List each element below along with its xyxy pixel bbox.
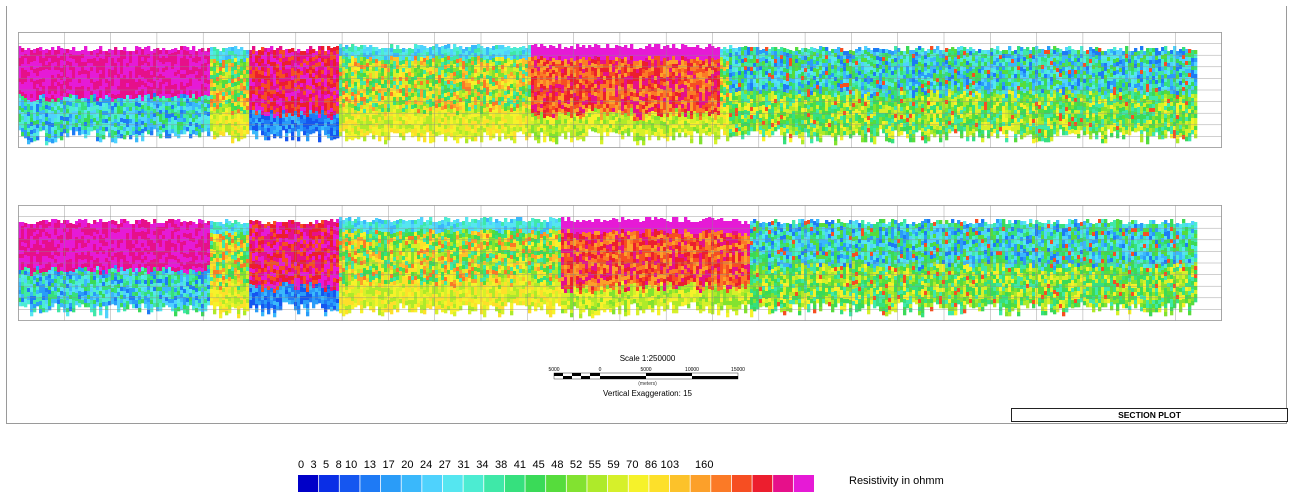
legend-swatch — [690, 475, 712, 492]
legend-swatch — [772, 475, 794, 492]
legend-swatch — [339, 475, 361, 492]
legend-swatch — [483, 475, 505, 492]
scale-bar: Scale 1:250000 5000 0 5000 10000 15000 (… — [540, 354, 755, 400]
section-grid — [18, 32, 1222, 148]
legend-swatch — [648, 475, 671, 492]
scale-tick-label: 5000 — [640, 367, 651, 373]
legend-swatch — [793, 475, 814, 492]
legend-values: 0 3 5 8 10 13 17 20 24 27 31 34 38 41 45… — [298, 459, 714, 471]
legend-title: Resistivity in ohmm — [849, 475, 944, 487]
legend-swatch — [607, 475, 629, 492]
legend-swatch — [545, 475, 567, 492]
resistivity-section-top — [18, 32, 1222, 148]
scale-title: Scale 1:250000 — [619, 354, 676, 363]
section-plot-label: SECTION PLOT — [1011, 408, 1288, 422]
legend-swatch — [752, 475, 774, 492]
scale-ruler: 5000 0 5000 10000 15000 — [548, 367, 745, 380]
legend-swatch — [359, 475, 382, 492]
scale-tick-label: 5000 — [548, 367, 559, 373]
legend-swatch — [442, 475, 464, 492]
legend-swatch — [401, 475, 423, 492]
section-grid — [18, 205, 1222, 321]
legend-swatch — [525, 475, 547, 492]
legend-swatch — [669, 475, 691, 492]
resistivity-section-bottom — [18, 205, 1222, 321]
legend-swatch — [628, 475, 650, 492]
scale-tick-label: 0 — [599, 367, 602, 373]
resistivity-cells — [18, 44, 1198, 146]
resistivity-cells — [18, 217, 1198, 319]
vertical-exaggeration: Vertical Exaggeration: 15 — [603, 389, 692, 398]
legend-swatch — [380, 475, 402, 492]
scale-checker — [553, 372, 739, 380]
legend-swatch — [463, 475, 485, 492]
plot-frame — [6, 6, 1287, 424]
legend-swatch — [318, 475, 340, 492]
legend-swatch — [566, 475, 588, 492]
scale-tick-label: 10000 — [685, 367, 699, 373]
legend-swatch — [504, 475, 526, 492]
color-legend-bar — [298, 475, 814, 492]
legend-swatch — [586, 475, 609, 492]
legend-swatch — [298, 475, 320, 492]
scale-units: (meters) — [638, 381, 657, 387]
legend-swatch — [731, 475, 753, 492]
legend-swatch — [710, 475, 732, 492]
legend-swatch — [421, 475, 443, 492]
scale-tick-label: 15000 — [731, 367, 745, 373]
